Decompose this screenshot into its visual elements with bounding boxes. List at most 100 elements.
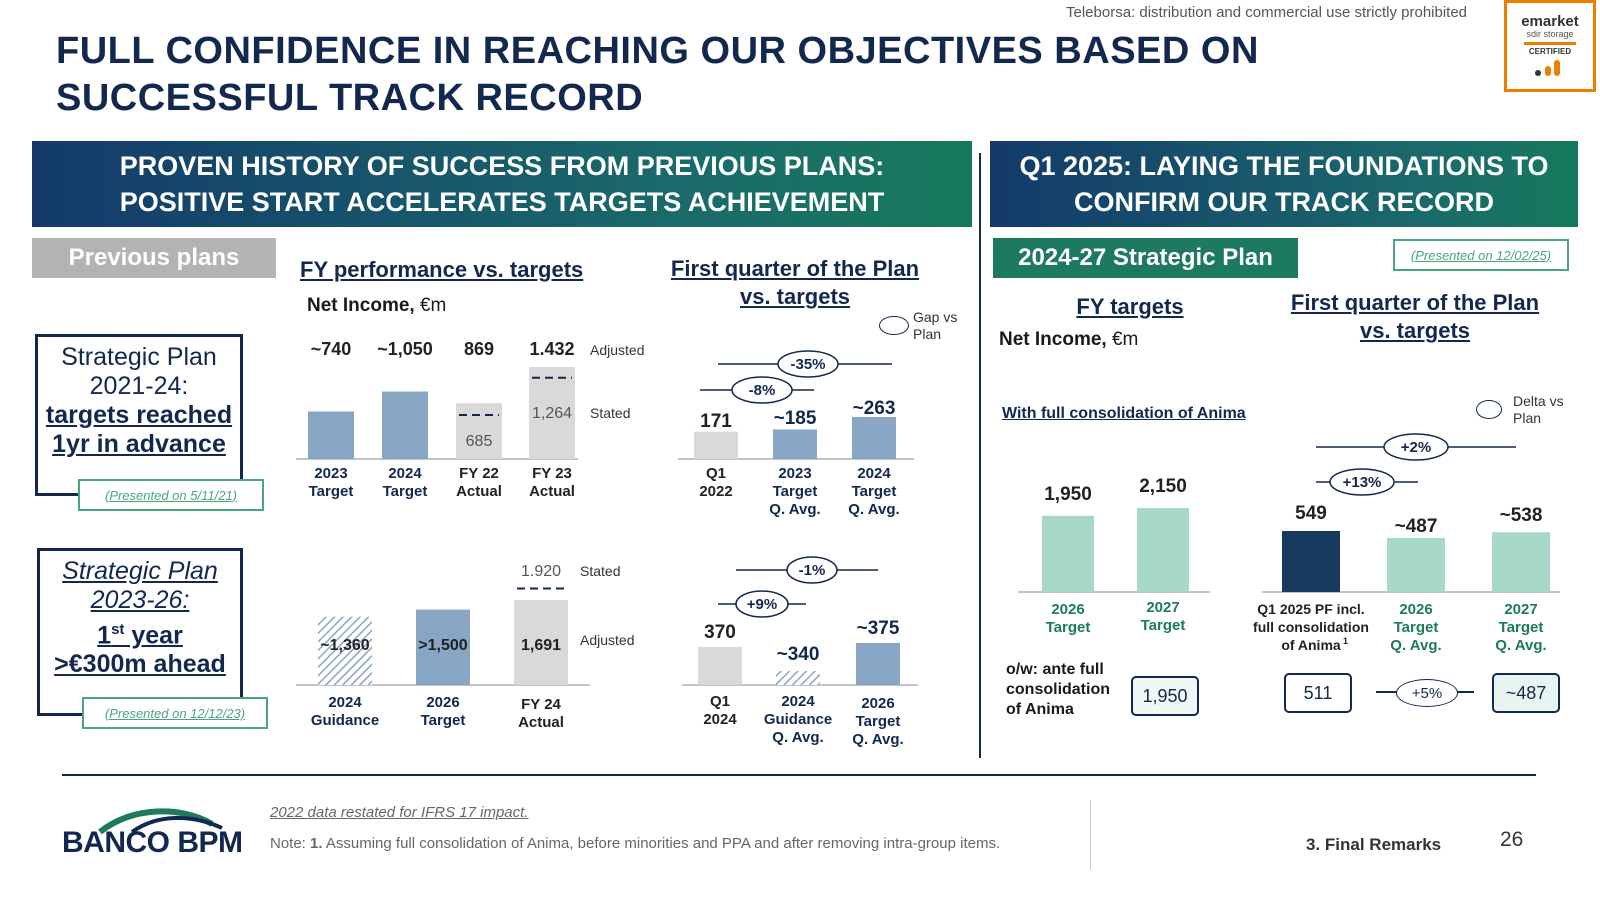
anima-label: With full consolidation of Anima bbox=[1002, 405, 1246, 422]
left-header: PROVEN HISTORY OF SUCCESS FROM PREVIOUS … bbox=[32, 141, 972, 227]
chart5-cat-1-0: 2027 bbox=[1146, 599, 1179, 616]
section-label: 3. Final Remarks bbox=[1306, 835, 1442, 854]
chart5-bar-0 bbox=[1042, 515, 1094, 592]
chart3-stated-val: 1.920 bbox=[521, 563, 561, 580]
chart3-cat-1-0: 2026 bbox=[426, 694, 459, 711]
chart2-bar-2 bbox=[852, 417, 896, 459]
chart2-cat-2-0: 2024 bbox=[857, 465, 891, 482]
ante-value-487: ~487 bbox=[1492, 673, 1560, 713]
emarket-logo: emarket sdir storage CERTIFIED bbox=[1504, 0, 1596, 92]
chart4-label-2: ~375 bbox=[857, 618, 900, 639]
chart5-label-0: 1,950 bbox=[1044, 484, 1092, 505]
chart6-label-2: ~538 bbox=[1500, 505, 1543, 526]
chart2-bar-1 bbox=[773, 429, 817, 459]
footer-divider bbox=[62, 774, 1536, 776]
chart1-bar-0 bbox=[308, 411, 354, 459]
chart6-delta-0-label: +13% bbox=[1343, 474, 1382, 491]
chart6-label-1: ~487 bbox=[1395, 516, 1438, 537]
chart4-cat-2-0: 2026 bbox=[861, 695, 894, 712]
chart1-bar-3 bbox=[529, 367, 575, 459]
chart3-cat-2-1: Actual bbox=[518, 714, 564, 731]
first-q-title-right: First quarter of the Plan vs. targets bbox=[1290, 290, 1540, 343]
chart1-label-3: 1.432 bbox=[529, 339, 574, 359]
banco-bpm-logo: BANCO BPM bbox=[62, 804, 252, 860]
chart6-cat-1-1: Target bbox=[1394, 619, 1439, 636]
chart4-label-0: 370 bbox=[704, 622, 736, 643]
chart6-bar-2 bbox=[1492, 532, 1550, 592]
chart4-cat-0-1: 2024 bbox=[703, 711, 737, 728]
gap-legend-label: Gap vs Plan bbox=[913, 309, 958, 342]
fy-targets-title: FY targets bbox=[1076, 294, 1184, 319]
chart5-cat-1-1: Target bbox=[1141, 617, 1186, 634]
page-number: 26 bbox=[1500, 828, 1524, 851]
chart1-stated-val-0: 685 bbox=[466, 433, 493, 450]
chart2-delta-1-label: -35% bbox=[790, 356, 825, 373]
chart4-bar-1 bbox=[776, 671, 820, 685]
chart4-bar-2 bbox=[856, 643, 900, 685]
chart6-cat-0-0: Q1 2025 PF incl. bbox=[1257, 601, 1364, 617]
footer-vdivider bbox=[1090, 800, 1091, 870]
chart4-label-1: ~340 bbox=[777, 644, 820, 665]
chart4-delta-1-label: -1% bbox=[799, 562, 826, 579]
ante-value-1950: 1,950 bbox=[1131, 676, 1199, 716]
chart6-delta-1-pill bbox=[1383, 433, 1449, 461]
chart6-bar-1 bbox=[1387, 537, 1445, 592]
fy-perf-title: FY performance vs. targets bbox=[300, 257, 584, 282]
chart3-label-1: >1,500 bbox=[418, 637, 467, 654]
chart6-delta-0-pill bbox=[1329, 468, 1395, 496]
chart6-delta-1-label: +2% bbox=[1401, 439, 1431, 456]
restated-note: 2022 data restated for IFRS 17 impact. bbox=[270, 804, 529, 821]
gap-legend-icon bbox=[879, 316, 909, 335]
chart1-bar-2 bbox=[456, 403, 502, 459]
chart1-adjusted-label: Adjusted bbox=[590, 342, 644, 358]
chart5-label-1: 2,150 bbox=[1139, 476, 1187, 497]
chart2-cat-0-0: Q1 bbox=[706, 465, 726, 482]
chart5-cat-0-0: 2026 bbox=[1051, 601, 1084, 618]
chart1-stated-val-1: 1,264 bbox=[532, 405, 572, 422]
chart1-cat-0-0: 2023 bbox=[314, 465, 347, 482]
chart3-stated-label: Stated bbox=[580, 563, 620, 579]
emarket-cert: CERTIFIED bbox=[1528, 47, 1572, 56]
emarket-bars-icon bbox=[1535, 60, 1560, 76]
first-q-title-left: First quarter of the Plan vs. targets bbox=[670, 256, 920, 309]
chart2-label-0: 171 bbox=[700, 411, 732, 432]
chart1-label-0: ~740 bbox=[311, 339, 352, 359]
ante-delta-pill: +5% bbox=[1396, 679, 1458, 707]
chart1-cat-2-1: Actual bbox=[456, 483, 502, 500]
chart3-bar-0 bbox=[318, 616, 372, 685]
chart3-cat-0-0: 2024 bbox=[328, 694, 362, 711]
chart1-bar-1 bbox=[382, 391, 428, 459]
chart3-label-0: ~1,360 bbox=[320, 637, 369, 654]
net-income-label-right: Net Income, €m bbox=[999, 329, 1139, 350]
right-header: Q1 2025: LAYING THE FOUNDATIONS TO CONFIR… bbox=[990, 141, 1578, 227]
chart2-delta-0-pill bbox=[731, 376, 793, 404]
chart1-cat-3-0: FY 23 bbox=[532, 465, 572, 482]
chart4-cat-0-0: Q1 bbox=[710, 693, 730, 710]
presented-badge-plan1: (Presented on 5/11/21) bbox=[78, 479, 264, 511]
chart3-cat-2-0: FY 24 bbox=[521, 696, 561, 713]
chart6-cat-2-2: Q. Avg. bbox=[1495, 637, 1546, 654]
chart5-cat-0-1: Target bbox=[1046, 619, 1091, 636]
strategic-plan-tag: 2024-27 Strategic Plan bbox=[993, 238, 1298, 278]
chart2-cat-1-2: Q. Avg. bbox=[769, 501, 820, 518]
chart3-cat-0-1: Guidance bbox=[311, 712, 379, 729]
chart2-cat-2-1: Target bbox=[852, 483, 897, 500]
chart4-delta-0-pill bbox=[735, 590, 789, 618]
chart1-label-1: ~1,050 bbox=[377, 339, 433, 359]
chart4-cat-1-1: Guidance bbox=[764, 711, 832, 728]
plan-box-2021-24: Strategic Plan 2021-24: targets reached … bbox=[35, 334, 243, 496]
delta-legend-label: Delta vs Plan bbox=[1513, 393, 1564, 426]
chart4-cat-2-1: Target bbox=[856, 713, 901, 730]
chart6-cat-1-2: Q. Avg. bbox=[1390, 637, 1441, 654]
chart1-cat-3-1: Actual bbox=[529, 483, 575, 500]
chart6-cat-0-sup: 1 bbox=[1343, 636, 1348, 646]
chart4-cat-1-2: Q. Avg. bbox=[772, 729, 823, 746]
chart1-stated-label: Stated bbox=[590, 405, 630, 421]
previous-plans-tag: Previous plans bbox=[32, 238, 276, 278]
chart6-bar-0 bbox=[1282, 531, 1340, 592]
chart2-cat-0-1: 2022 bbox=[699, 483, 732, 500]
chart4-delta-1-pill bbox=[786, 556, 838, 584]
presented-badge-right: (Presented on 12/02/25) bbox=[1393, 239, 1569, 271]
chart1-cat-0-1: Target bbox=[309, 483, 354, 500]
